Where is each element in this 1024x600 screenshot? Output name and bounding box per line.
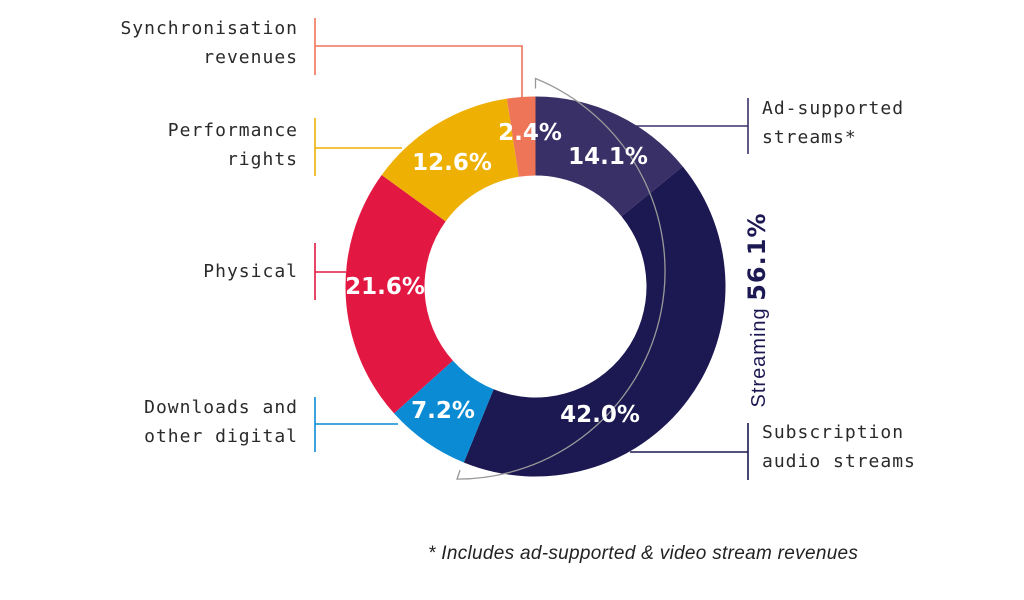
label-physical: Physical <box>203 261 298 282</box>
label-synchronisation: Synchronisation revenues <box>120 18 298 68</box>
streaming-group-label: Streaming 56.1% <box>743 212 771 408</box>
donut-slice-physical <box>345 174 453 414</box>
footnote: * Includes ad-supported & video stream r… <box>428 543 859 564</box>
leader-line-subscription <box>630 423 749 480</box>
data-label-performance: 12.6% <box>412 150 492 176</box>
data-label-downloads: 7.2% <box>411 398 475 424</box>
donut-slice-subscription-audio-streams <box>463 166 726 477</box>
data-label-ad-supported: 14.1% <box>568 144 648 170</box>
data-label-subscription: 42.0% <box>560 402 640 428</box>
label-ad-supported: Ad-supported streams* <box>762 98 905 148</box>
donut-slice-synchronisation-revenues <box>506 96 536 177</box>
leader-line-sync <box>314 18 523 97</box>
donut-slice-ad-supported-streams <box>535 96 683 217</box>
label-subscription: Subscription audio streams <box>762 422 916 472</box>
streaming-bracket <box>456 77 666 480</box>
label-performance-rights: Performance rights <box>167 120 298 170</box>
leader-line-physical <box>314 243 346 300</box>
label-downloads: Downloads and other digital <box>144 397 298 447</box>
streaming-group-value: 56.1% <box>743 212 771 301</box>
donut-slice-performance-rights <box>381 98 519 222</box>
leader-line-ad-supported <box>636 98 749 154</box>
donut-slice-downloads-and-other-digital <box>394 360 494 463</box>
data-label-physical: 21.6% <box>345 274 425 300</box>
leader-line-performance <box>314 118 402 176</box>
data-label-synchronisation: 2.4% <box>498 120 562 146</box>
leader-line-downloads <box>314 397 398 452</box>
